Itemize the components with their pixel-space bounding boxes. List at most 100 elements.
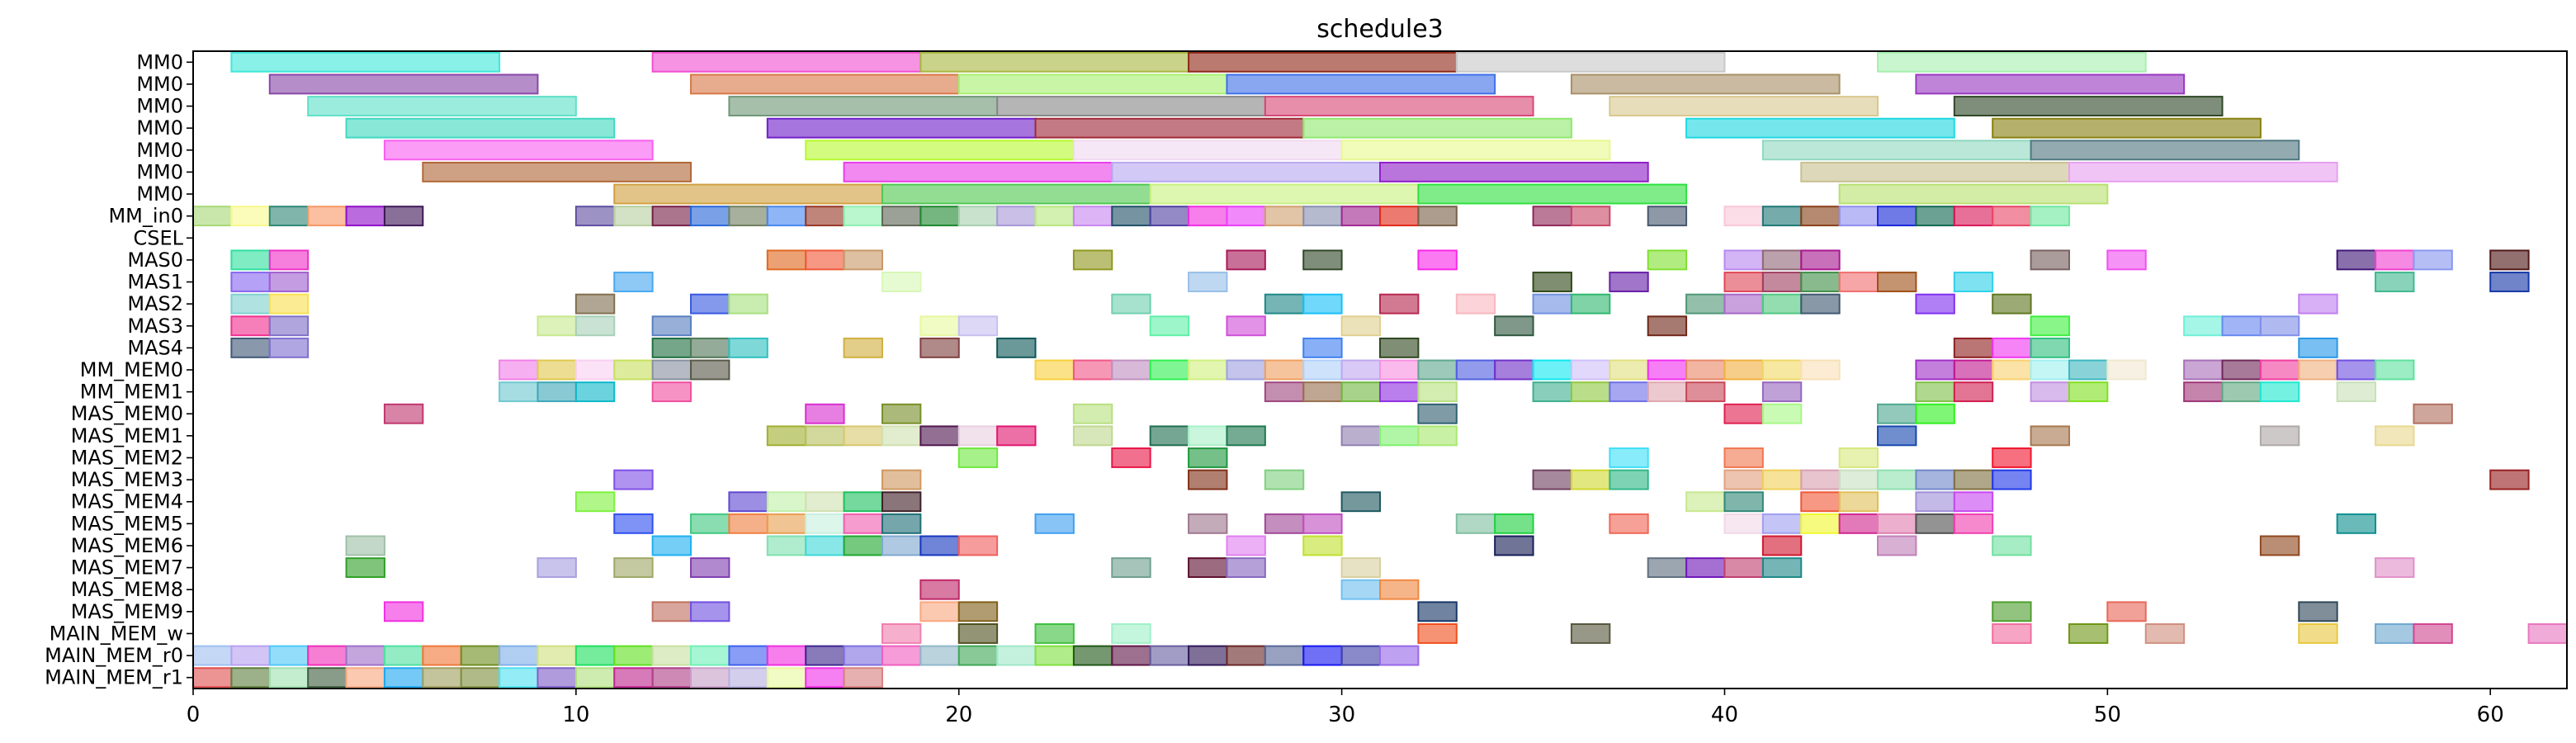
task-bar [805, 425, 845, 447]
task-bar [651, 337, 692, 358]
task-bar [1072, 359, 1113, 381]
task-bar [383, 601, 424, 622]
task-bar [536, 557, 577, 579]
task-bar [1992, 601, 2032, 622]
task-bar [957, 601, 999, 622]
task-bar [1455, 51, 1726, 73]
task-bar [728, 667, 768, 689]
task-bar [230, 315, 271, 337]
task-bar [2068, 359, 2109, 381]
task-bar [2375, 557, 2415, 579]
task-bar [2375, 272, 2415, 292]
y-tick-label: MAIN_MEM_w [50, 622, 183, 645]
task-bar [1761, 249, 1803, 271]
task-bar [613, 557, 654, 579]
task-bar [1111, 359, 1151, 381]
task-bar [1034, 359, 1075, 381]
task-bar [613, 645, 654, 666]
task-bar [1609, 96, 1879, 116]
task-bar [1915, 403, 1955, 424]
y-tick-label: CSEL [133, 226, 183, 249]
task-bar [881, 623, 922, 644]
task-bar [1340, 140, 1611, 161]
task-bar [651, 381, 692, 403]
task-bar [1072, 206, 1113, 227]
task-bar [728, 513, 768, 534]
y-tick-label: MM0 [136, 182, 183, 206]
task-bar [1340, 645, 1382, 666]
task-bar [1761, 535, 1803, 556]
task-bar [268, 337, 310, 358]
task-bar [2106, 249, 2147, 271]
y-tick-label: MAS4 [127, 336, 183, 359]
task-bar [1685, 381, 1726, 403]
task-bar [2413, 623, 2453, 644]
task-bar [1609, 513, 1649, 534]
task-bar [1647, 359, 1688, 381]
task-bar [1877, 403, 1917, 424]
task-bar [766, 513, 807, 534]
task-bar [1761, 403, 1803, 424]
task-bar [1877, 513, 1917, 534]
y-tick-label: MM0 [136, 95, 183, 118]
task-bar [230, 249, 271, 271]
task-bar [805, 667, 845, 689]
task-bar [1379, 359, 1420, 381]
task-bar [1379, 381, 1420, 403]
task-bar [1302, 359, 1343, 381]
task-bar [1149, 315, 1190, 337]
task-bar [1417, 249, 1458, 271]
task-bar [2336, 381, 2377, 403]
task-bar [383, 140, 654, 161]
task-bar [919, 579, 960, 600]
task-bar [1915, 469, 1955, 490]
task-bar [1417, 206, 1458, 227]
task-bar [2413, 249, 2453, 271]
task-bar [1647, 315, 1688, 337]
task-bar [805, 206, 845, 227]
task-bar [919, 535, 960, 556]
task-bar [690, 645, 730, 666]
task-bar [690, 206, 730, 227]
task-bar [1723, 293, 1764, 315]
task-bar [1072, 403, 1113, 424]
x-tick-label: 0 [187, 703, 201, 727]
task-bar [728, 293, 768, 315]
task-bar [2030, 359, 2070, 381]
task-bar [2336, 359, 2377, 381]
task-bar [613, 359, 654, 381]
task-bar [843, 161, 1113, 182]
task-bar [1915, 491, 1955, 513]
task-bar [1417, 601, 1458, 622]
task-bar [574, 359, 616, 381]
task-bar [1188, 469, 1228, 490]
task-bar [2030, 315, 2070, 337]
task-bar [230, 337, 271, 358]
task-bar [766, 491, 807, 513]
task-bar [1226, 557, 1266, 579]
task-bar [1379, 293, 1420, 315]
task-bar [1838, 206, 1879, 227]
x-tick-label: 20 [945, 703, 972, 727]
task-bar [383, 667, 424, 689]
task-bar [766, 535, 807, 556]
task-bar [613, 272, 654, 292]
task-bar [2030, 425, 2070, 447]
task-bar [2259, 425, 2300, 447]
task-bar [2489, 272, 2530, 292]
task-bar [2298, 293, 2338, 315]
task-bar [1723, 491, 1764, 513]
task-bar [1953, 206, 1994, 227]
task-bar [307, 645, 347, 666]
task-bar [2106, 359, 2147, 381]
task-bar [1761, 140, 2032, 161]
task-bar [1111, 161, 1381, 182]
y-tick-label: MM0 [136, 50, 183, 73]
task-bar [919, 51, 1190, 73]
task-bar [1111, 623, 1151, 644]
task-bar [1111, 206, 1151, 227]
task-bar [1034, 117, 1305, 139]
task-bar [1609, 469, 1649, 490]
task-bar [728, 491, 768, 513]
y-tick-label: MAIN_MEM_r1 [45, 666, 183, 689]
